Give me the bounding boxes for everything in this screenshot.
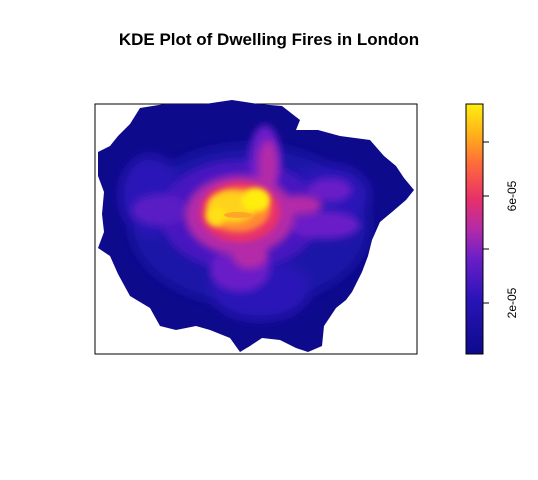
colorbar-legend: 2e-05 6e-05 bbox=[465, 103, 519, 355]
kde-density-surface bbox=[98, 100, 414, 352]
colorbar-tick-label: 6e-05 bbox=[505, 180, 519, 211]
colorbar-tick-label: 2e-05 bbox=[505, 287, 519, 318]
colorbar-gradient bbox=[466, 104, 483, 354]
plot-title: KDE Plot of Dwelling Fires in London bbox=[118, 30, 420, 49]
colorbar-frame bbox=[465, 103, 484, 355]
